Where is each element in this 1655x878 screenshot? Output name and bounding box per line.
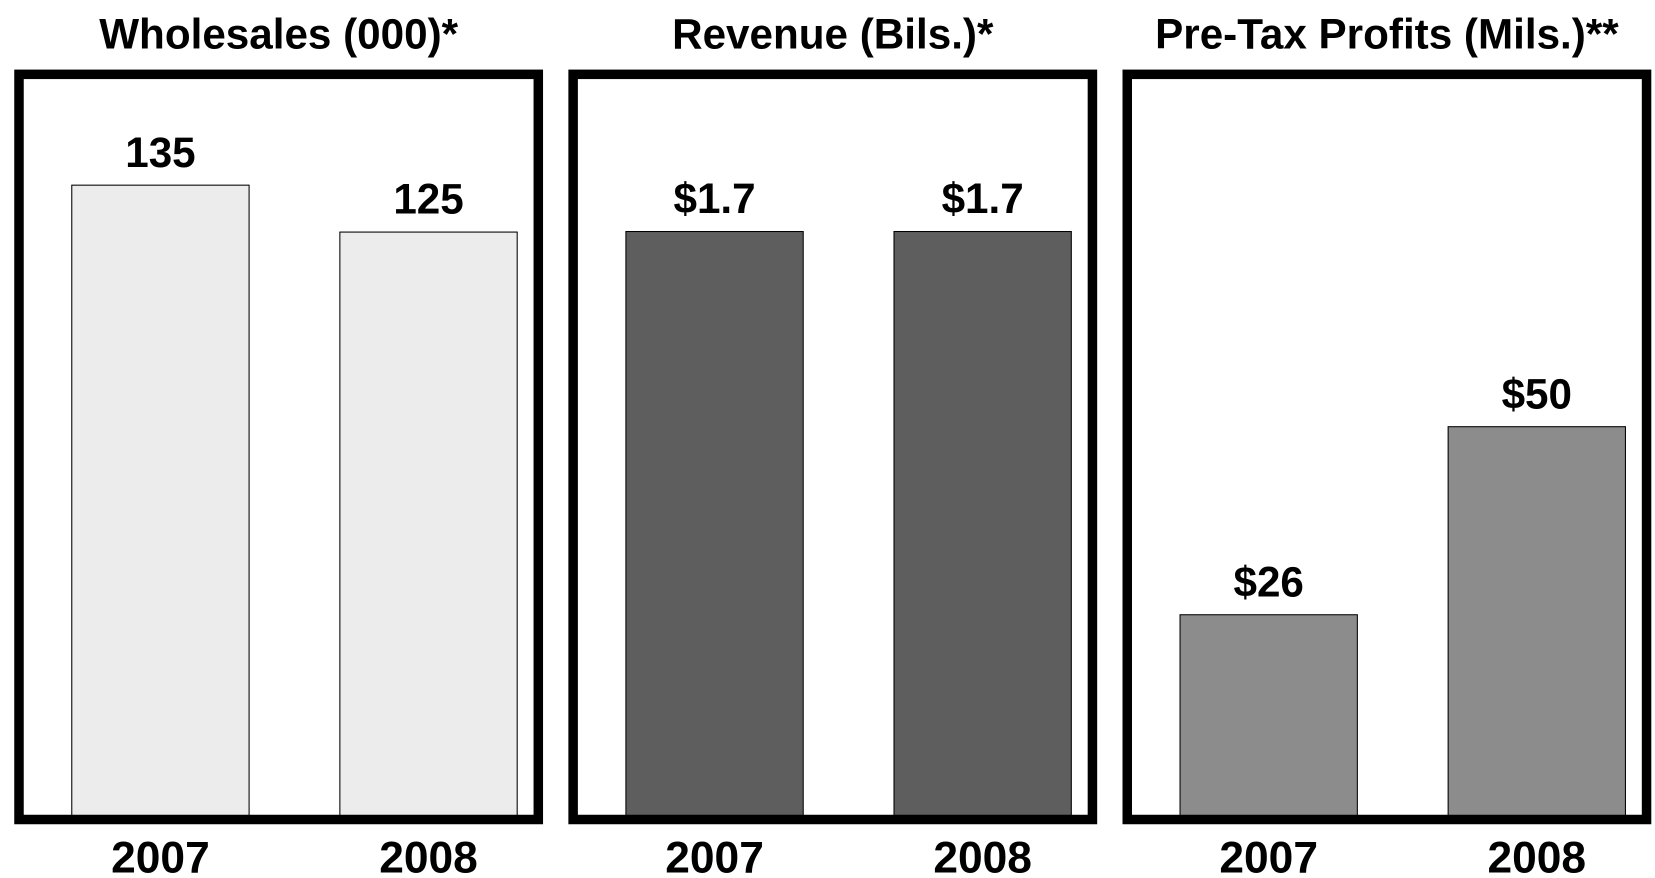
data-label: $50 bbox=[1502, 370, 1572, 417]
data-label: 135 bbox=[125, 129, 195, 176]
x-tick-label: 2007 bbox=[1219, 833, 1318, 878]
data-label: 125 bbox=[393, 176, 463, 223]
x-tick-label: 2008 bbox=[379, 833, 478, 878]
bar bbox=[1447, 426, 1626, 819]
data-label: $1.7 bbox=[942, 175, 1024, 222]
bar bbox=[893, 230, 1072, 819]
panel-frame bbox=[568, 69, 1098, 825]
x-tick-label: 2008 bbox=[1487, 833, 1586, 878]
bar bbox=[1179, 614, 1358, 819]
panel-frame bbox=[1122, 69, 1652, 825]
chart-title: Revenue (Bils.)* bbox=[672, 11, 994, 58]
data-label: $26 bbox=[1233, 558, 1303, 605]
chart-title: Wholesales (000)* bbox=[99, 11, 458, 58]
bar bbox=[71, 184, 250, 819]
bar bbox=[339, 231, 518, 819]
x-tick-label: 2007 bbox=[111, 833, 210, 878]
data-label: $1.7 bbox=[673, 175, 755, 222]
bar bbox=[625, 230, 804, 819]
x-tick-label: 2008 bbox=[933, 833, 1032, 878]
chart-title: Pre-Tax Profits (Mils.)** bbox=[1155, 11, 1619, 58]
x-tick-label: 2007 bbox=[665, 833, 764, 878]
panel-frame bbox=[14, 69, 544, 825]
